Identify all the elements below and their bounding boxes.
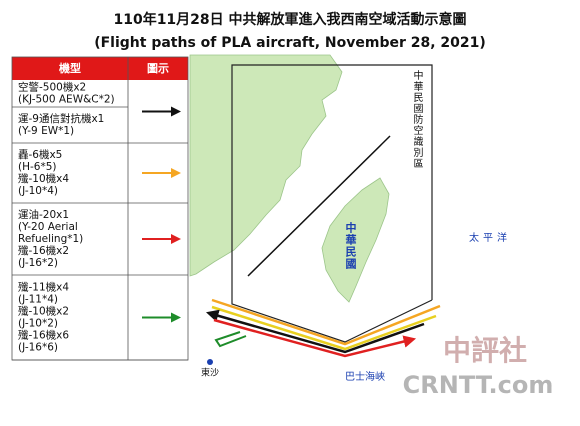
legend-text: 轟-6機x5: [18, 148, 62, 161]
taiwan-label: 中華民國: [344, 221, 357, 270]
legend: 機型 圖示 空警-500機x2(KJ-500 AEW&C*2) 運-9通信對抗機x…: [11, 56, 189, 361]
pacific-label: 太平洋: [469, 231, 511, 244]
legend-text: (J-10*4): [18, 185, 58, 197]
legend-text: (J-10*2): [18, 318, 58, 330]
adiz-boundary: [231, 64, 433, 343]
title: 110年11月28日 中共解放軍進入我西南空域活動示意圖: [113, 11, 466, 28]
median-line: [247, 135, 391, 277]
legend-text: (KJ-500 AEW&C*2): [18, 94, 115, 106]
flight-path-red: [213, 318, 417, 358]
legend-text: (Y-20 Aerial: [18, 221, 78, 233]
legend-text: (J-16*6): [18, 342, 58, 354]
legend-text: (J-11*4): [18, 294, 58, 306]
flight-path-orange: [211, 298, 441, 346]
legend-text: 空警-500機x2: [18, 81, 86, 94]
subtitle: (Flight paths of PLA aircraft, November …: [94, 35, 486, 51]
legend-text: 運油-20x1: [18, 208, 69, 221]
legend-text: (J-16*2): [18, 257, 58, 269]
adiz-label: 中華民國防空識別區: [411, 69, 423, 169]
legend-header: [12, 57, 188, 80]
legend-text: 殲-16機x6: [18, 329, 69, 342]
dongsha-label: 東沙: [201, 367, 219, 379]
flight-path-yellow: [211, 305, 437, 351]
legend-text: 殲-10機x4: [18, 172, 69, 185]
map: 東沙 中華民國防空識別區 中華民國 太平洋 巴士海峽 中評社 CRNTT.com: [189, 54, 554, 399]
strait-label: 巴士海峽: [345, 370, 385, 383]
flight-path-black: [205, 309, 425, 354]
legend-text: 殲-16機x2: [18, 244, 69, 257]
dongsha-dot: [207, 359, 213, 365]
legend-text: 殲-11機x4: [18, 281, 69, 294]
legend-column: 機型: [59, 61, 81, 75]
watermark-bottom: CRNTT.com: [403, 371, 554, 399]
legend-text: Refueling*1): [18, 233, 83, 245]
flight-path-green: [214, 331, 247, 348]
mainland: [189, 54, 343, 277]
taiwan: [321, 177, 390, 303]
legend-text: (Y-9 EW*1): [18, 125, 74, 137]
legend-text: (H-6*5): [18, 161, 57, 173]
legend-column: 圖示: [147, 62, 169, 75]
watermark-top: 中評社: [443, 334, 527, 367]
legend-text: 殲-10機x2: [18, 305, 69, 318]
legend-text: 運-9通信對抗機x1: [18, 112, 104, 125]
